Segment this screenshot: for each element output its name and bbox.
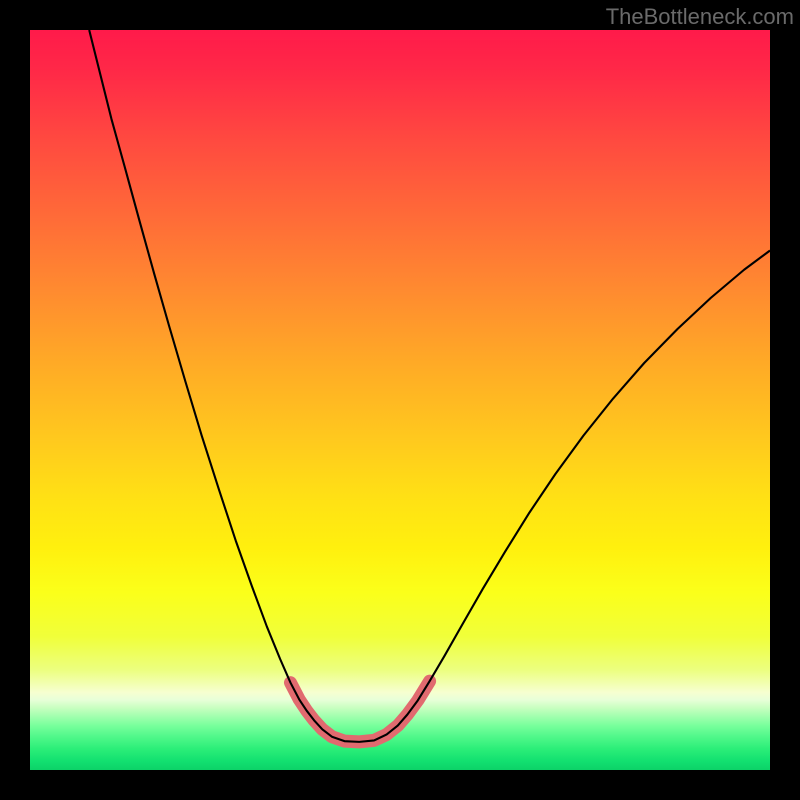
chart-plot-area — [30, 30, 770, 770]
chart-svg — [30, 30, 770, 770]
gradient-background — [30, 30, 770, 770]
watermark-text: TheBottleneck.com — [606, 4, 794, 30]
